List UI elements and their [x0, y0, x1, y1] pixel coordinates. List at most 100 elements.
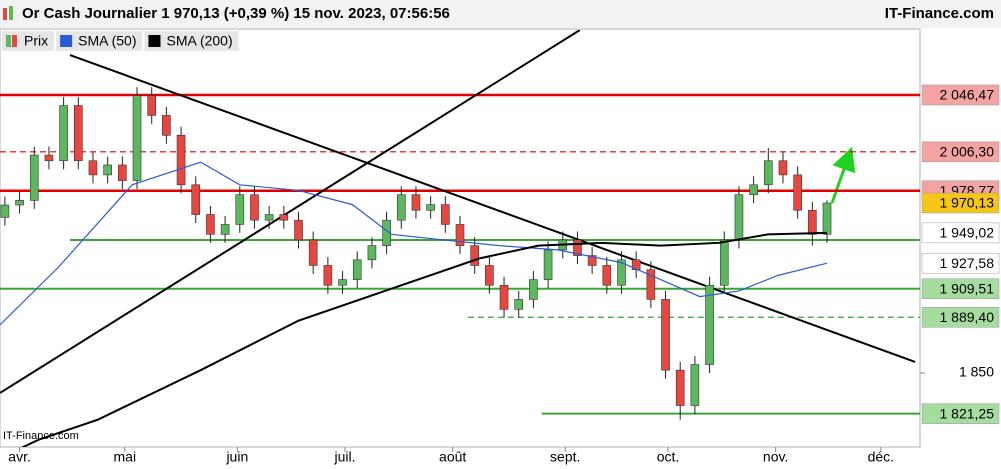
legend: Prix SMA (50) SMA (200): [2, 31, 239, 51]
x-tick-label: nov.: [763, 449, 788, 465]
legend-swatch: [148, 35, 161, 47]
legend-label: SMA (50): [78, 33, 136, 49]
legend-swatch: [6, 35, 11, 47]
sma-line: [0, 161, 828, 326]
legend-bg: [56, 31, 143, 51]
candle-body: [264, 214, 274, 221]
title-icon: [3, 8, 7, 20]
candle-body: [529, 279, 538, 300]
sma-label: 1 927,58: [940, 255, 995, 271]
candle-body: [455, 224, 465, 246]
candle-body: [44, 154, 54, 162]
legend-bg: [144, 31, 239, 51]
candle-body: [602, 265, 612, 286]
title-icon: [9, 6, 13, 20]
candle-body: [763, 160, 773, 186]
candle-body: [661, 299, 670, 371]
candle-body: [29, 154, 39, 201]
candle-body: [719, 239, 729, 286]
plot-frame: [0, 28, 921, 448]
legend-entry: Prix: [2, 31, 55, 51]
x-tick-label: août: [439, 449, 466, 465]
candle-body: [59, 105, 68, 162]
candle-body: [147, 95, 157, 116]
source: IT-Finance.com: [885, 5, 994, 22]
candle-body: [470, 245, 479, 266]
candle-body: [778, 160, 788, 176]
level-label-box: [921, 306, 1000, 328]
trendline: [69, 54, 916, 363]
candle-body: [822, 202, 832, 235]
candle-body: [587, 255, 597, 266]
candle-body: [485, 265, 494, 286]
x-tick-label: sept.: [550, 449, 580, 465]
plot-area: [0, 30, 920, 447]
candle-body: [690, 364, 700, 406]
candle-body: [675, 369, 685, 406]
candle-body: [631, 259, 641, 271]
legend-entry: SMA (50): [56, 31, 143, 51]
candle-body: [808, 209, 817, 235]
candle-body: [294, 219, 303, 241]
level-label-box: [921, 141, 1000, 163]
price-label-box: [921, 192, 1000, 214]
x-tick-label: déc.: [868, 449, 894, 465]
candle-body: [176, 134, 186, 186]
price-label: 1 970,13: [940, 195, 995, 211]
level-label: 1 889,40: [940, 309, 995, 325]
candle-body: [543, 249, 553, 280]
level-label: 1 909,51: [940, 280, 995, 296]
x-tick-label: mai: [114, 449, 137, 465]
title-bar: [0, 0, 1001, 28]
level-label-box: [921, 403, 1000, 424]
candle-body: [396, 194, 406, 221]
x-tick-label: avr.: [8, 449, 31, 465]
level-label-box: [921, 84, 1000, 106]
candle-body: [441, 204, 450, 225]
candle-body: [308, 239, 318, 266]
sma-label: 1 949,02: [940, 225, 995, 241]
legend-swatch: [60, 35, 73, 47]
x-tick-label: juil.: [333, 449, 355, 465]
x-tick-label: oct.: [657, 449, 680, 465]
candle-body: [617, 259, 626, 286]
candle-body: [352, 259, 362, 280]
candle-body: [15, 200, 24, 206]
level-label: 2 046,47: [940, 87, 995, 103]
chart-title: Or Cash Journalier 1 970,13 (+0,39 %) 15…: [22, 5, 450, 22]
candle-body: [514, 299, 524, 310]
level-label: 1 821,25: [940, 405, 995, 421]
candle-body: [411, 194, 421, 211]
candle-body: [0, 204, 10, 218]
candle-body: [250, 194, 259, 221]
legend-entry: SMA (200): [144, 31, 239, 51]
watermark: IT-Finance.com: [3, 430, 79, 442]
legend-label: SMA (200): [166, 33, 232, 49]
candle-body: [323, 265, 333, 286]
candle-body: [426, 204, 435, 211]
legend-label: Prix: [24, 33, 48, 49]
candle-body: [367, 245, 377, 261]
legend-swatch: [12, 35, 17, 47]
candle-body: [235, 194, 245, 225]
x-tick-label: juin: [225, 449, 248, 465]
candle-body: [191, 184, 201, 215]
candle-body: [132, 95, 142, 181]
candle-body: [705, 284, 714, 365]
candle-body: [734, 194, 744, 241]
candle-body: [103, 164, 112, 176]
level-label-box: [921, 278, 1000, 300]
candle-body: [338, 279, 347, 286]
candle-body: [279, 214, 289, 221]
candle-body: [88, 160, 98, 176]
candle-body: [220, 224, 230, 235]
sma-label-box: [921, 252, 1000, 274]
candle-body: [499, 284, 509, 310]
candle-body: [73, 105, 83, 162]
arrow: [830, 146, 856, 204]
y-tick-label: 1 850: [959, 364, 994, 380]
sma-line: [20, 231, 828, 447]
sma-label-box: [921, 222, 1000, 244]
